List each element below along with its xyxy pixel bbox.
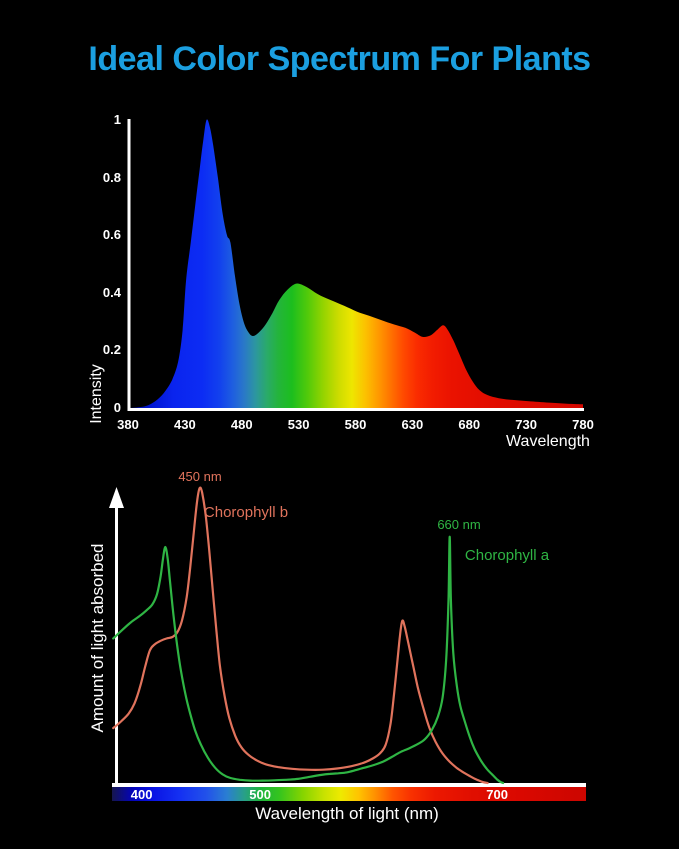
chl-a-peak-label: 660 nm bbox=[437, 517, 481, 532]
top-xtick-630: 630 bbox=[401, 417, 424, 432]
top-xtick-380: 380 bbox=[117, 417, 139, 432]
chl-b-name-label: Chorophyll b bbox=[203, 504, 289, 521]
wavelength-colorbar bbox=[112, 787, 586, 801]
top-ytick-0.2: 0.2 bbox=[102, 342, 121, 358]
top-x-axis-label: Wavelength bbox=[506, 433, 590, 450]
chl-b-peak-label: 450 nm bbox=[178, 469, 222, 484]
top-xtick-580: 580 bbox=[344, 417, 367, 432]
top-x-axis-line bbox=[127, 408, 584, 411]
top-xtick-430: 430 bbox=[174, 417, 196, 432]
top-xtick-780: 780 bbox=[572, 417, 594, 432]
spectrum-area bbox=[128, 119, 583, 409]
top-xtick-680: 680 bbox=[458, 417, 481, 432]
colorbar-tick-400: 400 bbox=[130, 787, 153, 802]
top-ytick-0.6: 0.6 bbox=[102, 227, 121, 243]
page-title: Ideal Color Spectrum For Plants bbox=[88, 40, 591, 78]
colorbar-tick-500: 500 bbox=[249, 787, 271, 802]
top-xtick-530: 530 bbox=[287, 417, 310, 432]
top-y-axis-line bbox=[127, 119, 131, 411]
top-ytick-1: 1 bbox=[113, 112, 121, 127]
top-ytick-0.4: 0.4 bbox=[102, 284, 121, 300]
bottom-y-axis-arrowhead-icon bbox=[109, 487, 124, 508]
bottom-x-axis-label: Wavelength of light (nm) bbox=[255, 804, 439, 823]
chl-a-name-label: Chorophyll a bbox=[464, 547, 550, 564]
top-y-axis-label: Intensity bbox=[88, 364, 105, 424]
top-ytick-0: 0 bbox=[113, 400, 121, 415]
bottom-y-axis-label: Amount of light absorbed bbox=[88, 543, 107, 733]
top-xtick-730: 730 bbox=[515, 417, 537, 432]
chlorophyll-a-curve bbox=[112, 535, 505, 785]
top-ytick-0.8: 0.8 bbox=[102, 169, 121, 185]
chlorophyll-b-curve bbox=[112, 486, 489, 785]
top-xtick-480: 480 bbox=[230, 417, 253, 432]
colorbar-tick-700: 700 bbox=[486, 787, 508, 802]
bottom-x-axis-line bbox=[112, 783, 586, 787]
